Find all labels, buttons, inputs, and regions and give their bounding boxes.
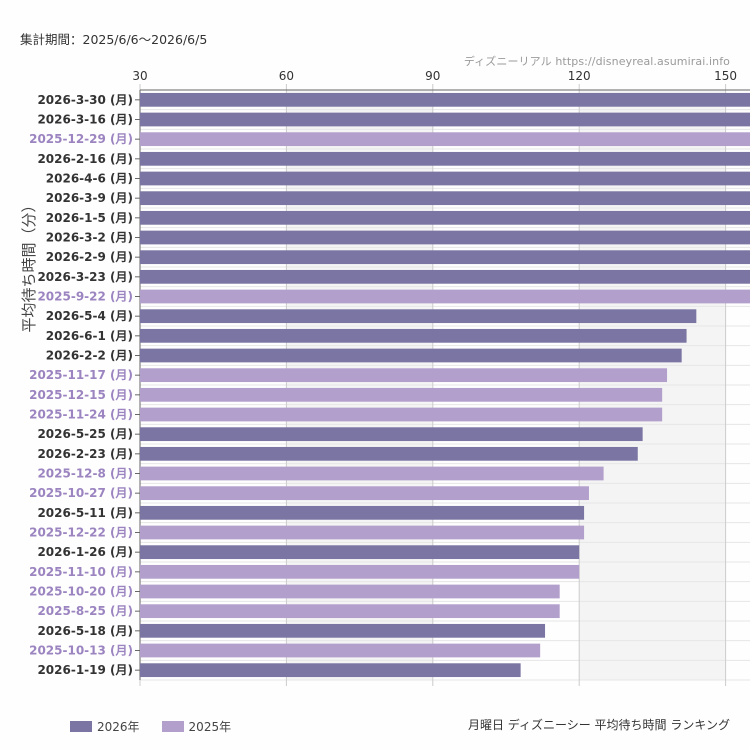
bar: [140, 427, 643, 442]
bar: [140, 328, 687, 343]
bar: [140, 348, 682, 363]
legend-label-2025: 2025年: [188, 720, 232, 734]
bar: [140, 564, 580, 579]
bar: [140, 466, 604, 481]
category-label: 2026-1-19 (月): [37, 663, 133, 677]
category-label: 2025-10-13 (月): [29, 644, 133, 658]
bar: [140, 505, 585, 520]
bar: [140, 387, 663, 402]
bar: [140, 486, 589, 501]
category-label: 2026-1-26 (月): [37, 545, 133, 559]
category-label: 2026-3-30 (月): [37, 93, 133, 107]
category-label: 2025-11-24 (月): [29, 408, 133, 422]
bar: [140, 230, 750, 245]
bar: [140, 210, 750, 225]
category-label: 2026-2-23 (月): [37, 447, 133, 461]
category-label: 2026-5-25 (月): [37, 427, 133, 441]
category-label: 2025-10-27 (月): [29, 486, 133, 500]
bar: [140, 604, 560, 619]
bar: [140, 525, 585, 540]
legend-item-2025[interactable]: 2025年: [161, 718, 232, 735]
category-label: 2026-3-9 (月): [46, 191, 133, 205]
category-label: 2026-2-16 (月): [37, 152, 133, 166]
legend: 2026年 2025年: [70, 718, 253, 735]
category-label: 2025-12-8 (月): [37, 467, 133, 481]
bar: [140, 309, 697, 324]
bar: [140, 663, 521, 678]
y-axis-title: 平均待ち時間（分）: [20, 197, 38, 332]
category-label: 2025-11-17 (月): [29, 368, 133, 382]
chart-caption: 月曜日 ディズニーシー 平均待ち時間 ランキング: [467, 718, 730, 732]
bar: [140, 584, 560, 599]
bar: [140, 446, 638, 461]
bar: [140, 269, 750, 284]
category-label: 2025-8-25 (月): [37, 604, 133, 618]
legend-swatch-2026: [70, 721, 92, 732]
bar: [140, 112, 750, 127]
category-label: 2025-12-22 (月): [29, 526, 133, 540]
x-tick-label: 90: [425, 69, 440, 83]
category-label: 2026-6-1 (月): [46, 329, 133, 343]
category-label: 2026-1-5 (月): [46, 211, 133, 225]
category-label: 2025-12-29 (月): [29, 132, 133, 146]
bar: [140, 250, 750, 265]
category-label: 2026-2-9 (月): [46, 250, 133, 264]
bar: [140, 191, 750, 206]
bar: [140, 545, 580, 560]
source-credit: ディズニーリアル https://disneyreal.asumirai.inf…: [463, 55, 730, 68]
x-tick-label: 150: [714, 69, 737, 83]
legend-label-2026: 2026年: [97, 720, 140, 734]
category-label: 2025-12-15 (月): [29, 388, 133, 402]
bar: [140, 623, 546, 638]
bar: [140, 132, 750, 147]
x-tick-label: 120: [568, 69, 591, 83]
bar: [140, 368, 668, 383]
legend-swatch-2025: [161, 721, 184, 732]
category-label: 2026-5-18 (月): [37, 624, 133, 638]
bar: [140, 171, 750, 186]
bar: [140, 643, 541, 658]
category-label: 2026-5-11 (月): [37, 506, 133, 520]
x-tick-label: 30: [132, 69, 147, 83]
category-label: 2026-5-4 (月): [46, 309, 133, 323]
bar: [140, 289, 750, 304]
category-label: 2025-10-20 (月): [29, 585, 133, 599]
category-label: 2026-3-2 (月): [46, 231, 133, 245]
category-label: 2025-9-22 (月): [37, 290, 133, 304]
bar: [140, 407, 663, 422]
category-label: 2026-2-2 (月): [46, 349, 133, 363]
category-label: 2026-3-16 (月): [37, 113, 133, 127]
period-label: 集計期間：2025/6/6〜2026/6/5: [20, 32, 208, 47]
category-label: 2025-11-10 (月): [29, 565, 133, 579]
x-tick-label: 60: [279, 69, 294, 83]
category-label: 2026-3-23 (月): [37, 270, 133, 284]
bar: [140, 92, 750, 107]
legend-item-2026[interactable]: 2026年: [70, 718, 140, 735]
bar: [140, 151, 750, 166]
category-label: 2026-4-6 (月): [46, 172, 133, 186]
